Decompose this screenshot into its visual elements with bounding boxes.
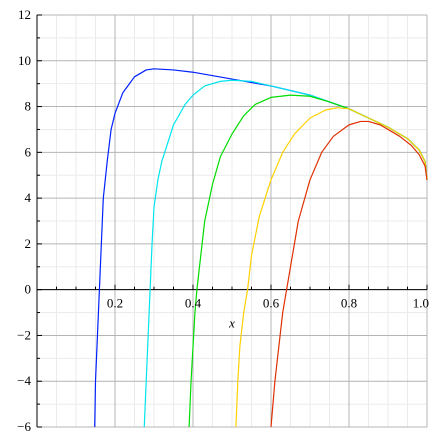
series-line-3 [188, 94, 428, 428]
x-tick-label: 1.0 [413, 296, 429, 311]
x-tick-label: 0.6 [263, 296, 280, 311]
x-tick-label: 0.8 [341, 296, 357, 311]
y-tick-label: −2 [17, 327, 31, 342]
y-tick-label: 8 [25, 99, 32, 114]
x-tick-label: 0.4 [185, 296, 202, 311]
tick-labels: −6 −4 −2 0 2 4 6 8 10 12 0.2 0.4 0.6 0.8 1.0 [17, 7, 429, 434]
x-axis-label: x [228, 316, 235, 331]
series-line-2 [143, 79, 428, 428]
y-tick-label: 4 [25, 190, 32, 205]
grid-major [37, 14, 428, 428]
series-group [94, 68, 428, 428]
y-tick-label: −6 [17, 419, 31, 434]
y-tick-label: 10 [18, 53, 31, 68]
y-tick-label: −4 [17, 373, 31, 388]
series-line-4 [235, 107, 428, 428]
x-tick-label: 0.2 [107, 296, 123, 311]
axes [36, 14, 428, 428]
series-line-5 [270, 120, 428, 428]
y-tick-label: 12 [18, 7, 31, 22]
y-tick-label: 6 [25, 144, 32, 159]
grid-minor [37, 15, 427, 427]
y-tick-label: 2 [25, 236, 32, 251]
y-tick-label: 0 [25, 282, 32, 297]
